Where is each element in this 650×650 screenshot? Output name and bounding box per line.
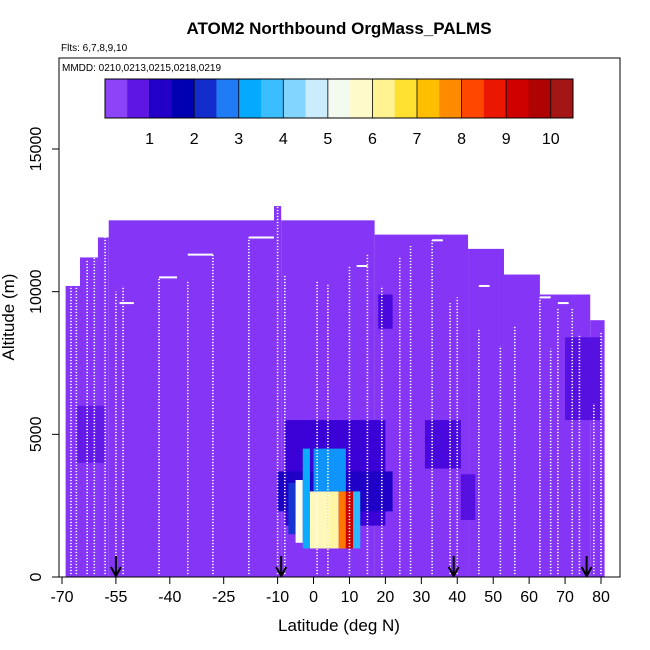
profile-arrow — [580, 556, 593, 577]
plot-area — [59, 58, 620, 577]
heatmap-cell — [327, 491, 339, 549]
flights-label: Flts: 6,7,8,9,10 — [61, 43, 128, 54]
heatmap-cell — [302, 448, 310, 549]
heatmap-cell — [424, 420, 461, 469]
x-tick-label: 10 — [341, 589, 359, 606]
y-axis-label: Altitude (m) — [0, 274, 18, 361]
x-tick-label: 20 — [377, 589, 395, 606]
colorbar-strip — [194, 79, 217, 118]
x-tick-label: -25 — [212, 589, 235, 606]
colorbar-tick-label: 4 — [279, 131, 288, 148]
x-tick-label: 50 — [484, 589, 502, 606]
arrow-head — [110, 566, 122, 577]
profile-arrow — [447, 556, 460, 577]
colorbar-strip — [305, 79, 329, 118]
arrow-head — [447, 566, 460, 577]
colorbar-tick-label: 3 — [234, 131, 243, 148]
flight-profiles — [70, 206, 602, 575]
coverage-column — [468, 248, 504, 577]
x-tick-label: 0 — [309, 589, 318, 606]
colorbar-strip — [550, 79, 574, 118]
heatmap-cell — [378, 294, 393, 329]
profile-arrow — [275, 556, 288, 577]
arrow-head — [275, 566, 288, 577]
chart-title: ATOM2 Northbound OrgMass_PALMS — [186, 19, 491, 38]
colorbar-ticks: 1 2 3 4 5 6 7 8 9 10 — [145, 79, 560, 148]
colorbar-strip — [327, 79, 351, 118]
colorbar-strip — [171, 79, 195, 118]
x-tick-label: -40 — [158, 589, 181, 606]
x-tick-label: -55 — [104, 589, 127, 606]
heatmap-cell — [338, 491, 346, 549]
colorbar-strip — [105, 79, 128, 118]
heatmap-cells — [76, 294, 601, 549]
colorbar-tick-label: 10 — [542, 131, 560, 148]
colorbar-strip — [394, 79, 418, 118]
x-tick-label: 70 — [556, 589, 574, 606]
colorbar-strip — [528, 79, 552, 118]
profile-arrow — [110, 556, 122, 577]
x-tick-label: 80 — [592, 589, 610, 606]
coverage-column — [503, 274, 540, 577]
colorbar-tick-label: 8 — [457, 131, 466, 148]
mmdd-label: MMDD: 0210,0213,0215,0218,0219 — [62, 63, 221, 74]
colorbar-strip — [372, 79, 396, 118]
colorbar: 1 2 3 4 5 6 7 8 9 10 — [104, 78, 574, 148]
colorbar-tick-label: 1 — [145, 131, 154, 148]
colorbar-strip — [238, 79, 262, 118]
colorbar-tick-label: 6 — [368, 131, 377, 148]
heatmap-cell — [288, 482, 296, 535]
y-tick-label: 15000 — [28, 127, 45, 172]
colorbar-strip — [417, 79, 440, 118]
coverage-column — [274, 206, 282, 577]
x-axis-label: Latitude (deg N) — [278, 616, 400, 635]
y-tick-label: 10000 — [28, 269, 45, 314]
profile-arrows — [110, 556, 593, 577]
colorbar-tick-label: 7 — [413, 131, 422, 148]
x-tick-label: 30 — [412, 589, 430, 606]
y-tick-label: 5000 — [28, 416, 45, 452]
colorbar-frame — [104, 78, 574, 119]
heatmap-cell — [353, 491, 361, 549]
colorbar-strip — [483, 79, 507, 118]
colorbar-tick-label: 9 — [502, 131, 511, 148]
y-tick-label: 0 — [28, 572, 45, 581]
arrow-head — [580, 566, 593, 577]
colorbar-strip — [149, 79, 173, 118]
x-tick-label: 40 — [448, 589, 466, 606]
heatmap-cell — [565, 337, 601, 421]
heatmap-cell — [295, 479, 303, 543]
colorbar-strip — [283, 79, 306, 118]
colorbar-tick-label: 2 — [190, 131, 199, 148]
y-axis: 0 5000 10000 15000 — [28, 127, 59, 581]
colorbar-strip — [127, 79, 150, 118]
colorbar-strip — [506, 79, 529, 118]
colorbar-strip — [261, 79, 284, 118]
colorbar-strip — [439, 79, 462, 118]
heatmap-cell — [460, 474, 476, 520]
x-tick-label: -70 — [50, 589, 73, 606]
heatmap-cell — [313, 448, 346, 492]
colorbar-strip — [216, 79, 240, 118]
colorbar-strips — [105, 79, 574, 118]
x-axis: -70 -55 -40 -25 -10 0 10 20 30 40 50 60 70 80 — [50, 576, 610, 606]
colorbar-tick-label: 5 — [323, 131, 332, 148]
x-tick-label: 60 — [520, 589, 538, 606]
heatmap-cell — [309, 491, 328, 549]
coverage-column — [108, 220, 275, 577]
heatmap-cell — [76, 405, 106, 463]
x-tick-label: -10 — [266, 589, 289, 606]
coverage-column — [374, 234, 469, 577]
colorbar-strip — [350, 79, 373, 118]
coverage-column — [539, 294, 591, 577]
colorbar-strip — [461, 79, 485, 118]
